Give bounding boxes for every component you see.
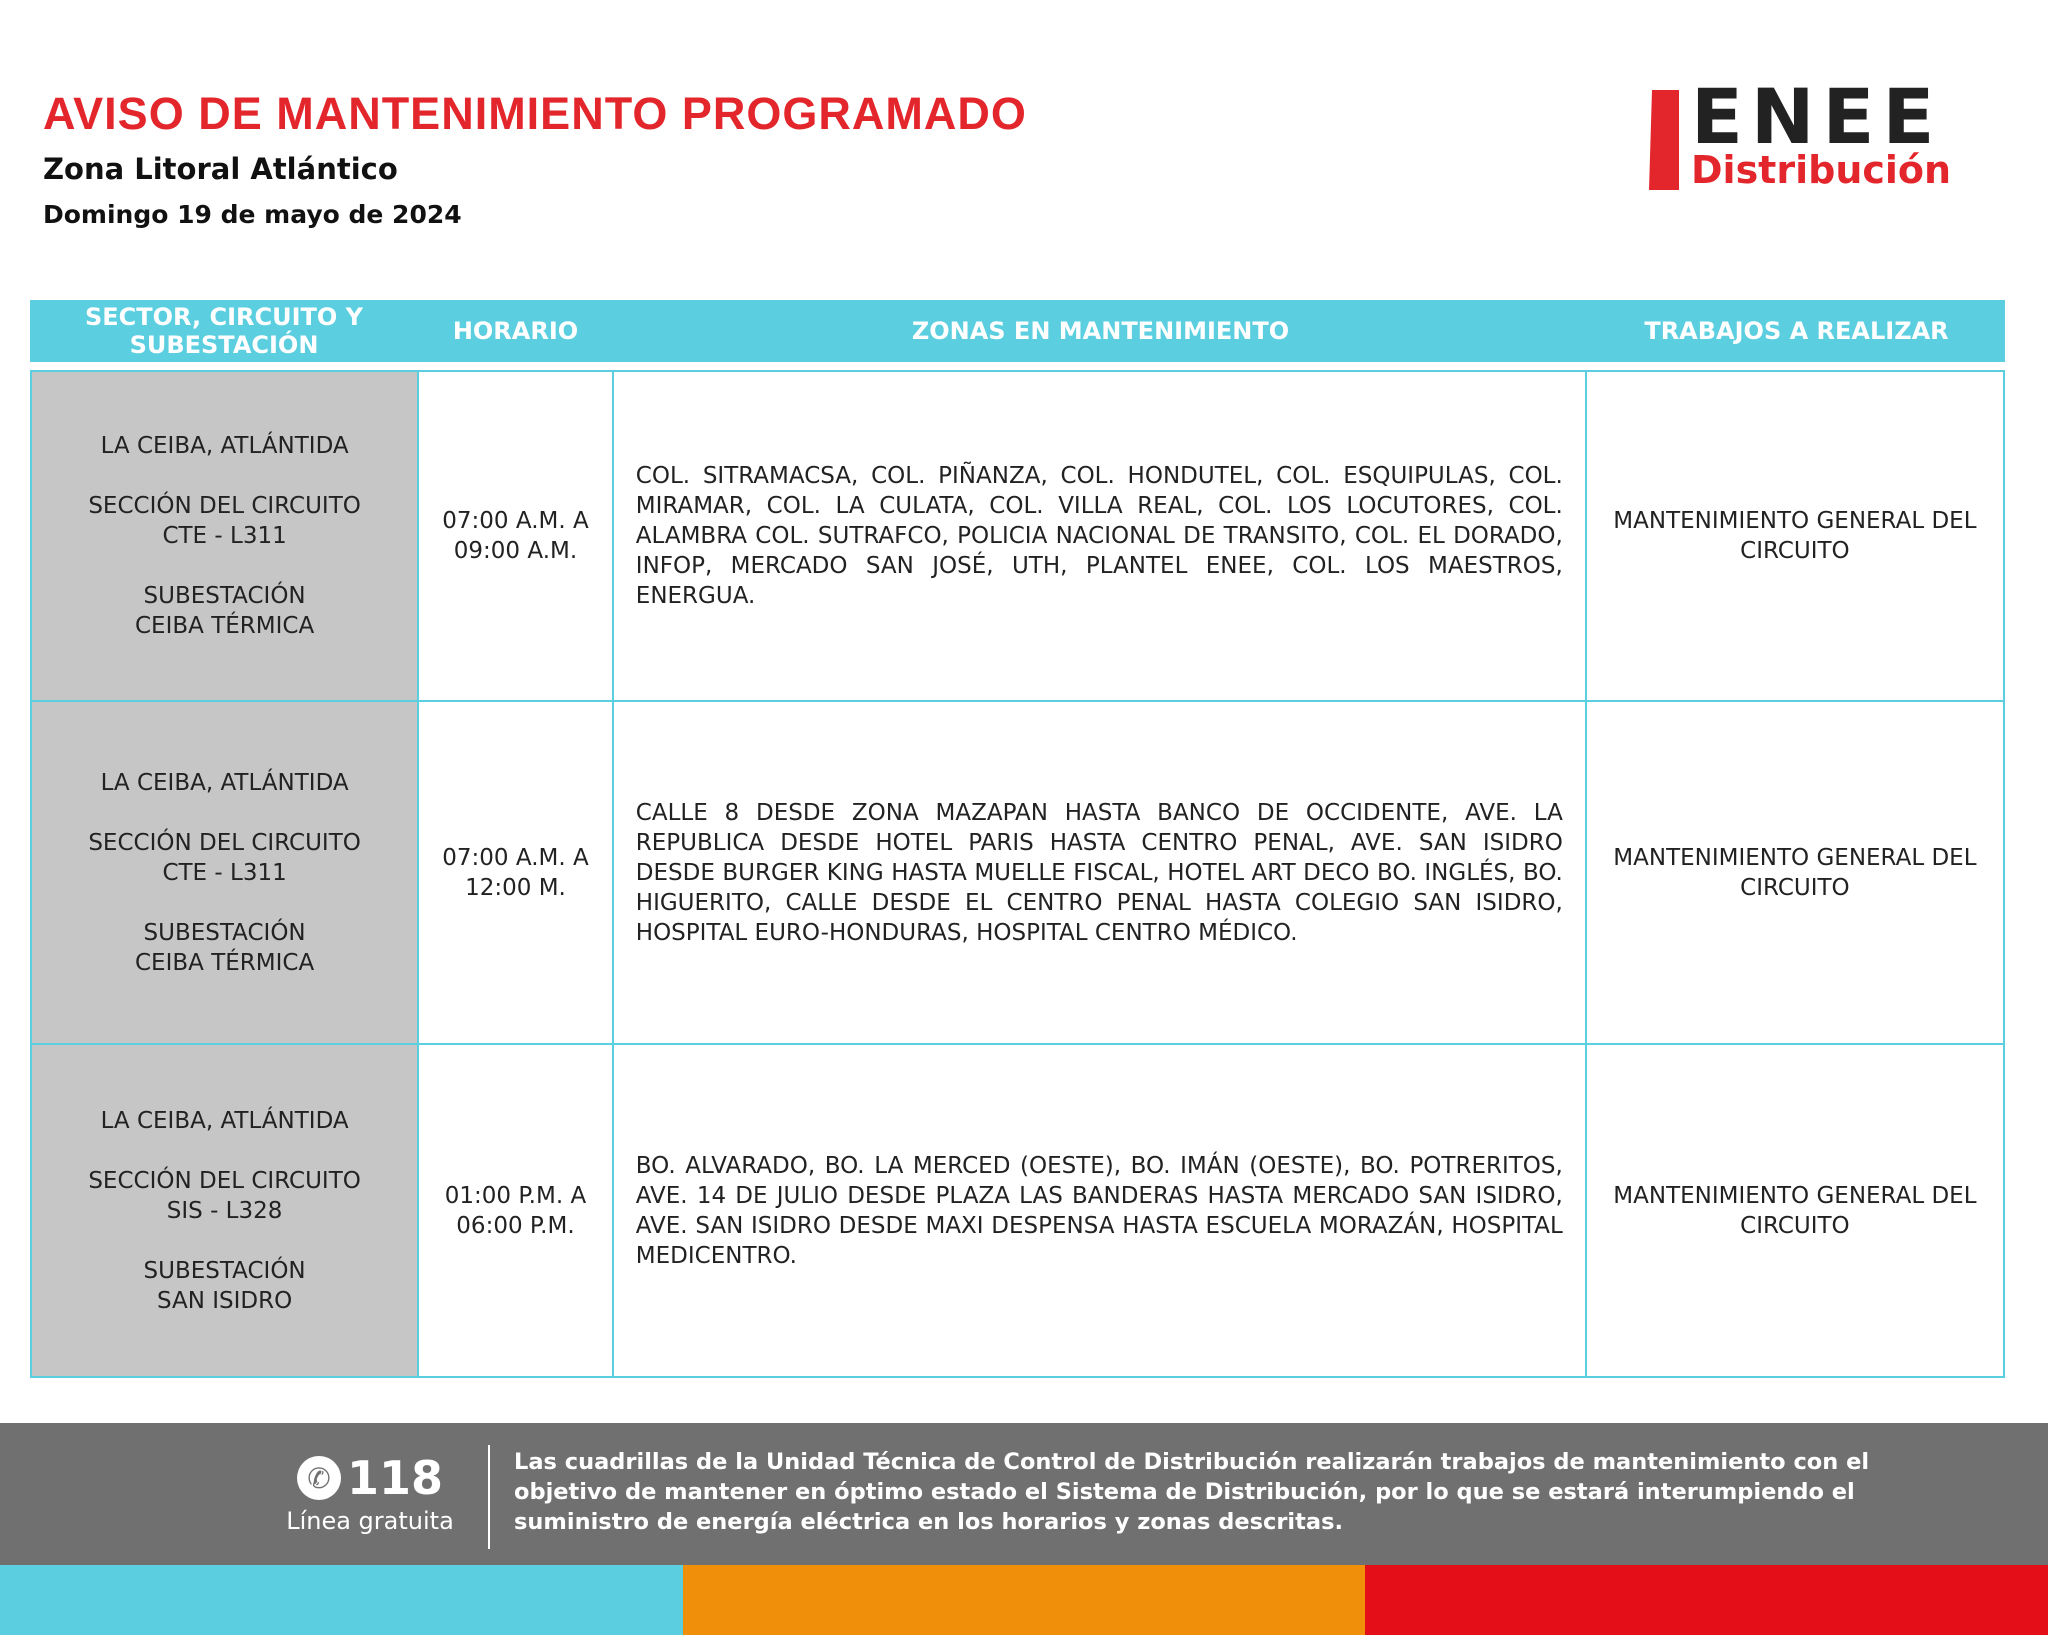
sector: LA CEIBA, ATLÁNTIDA (100, 433, 349, 459)
work: MANTENIMIENTO GENERAL DEL CIRCUITO (1613, 844, 1977, 901)
divider (488, 1445, 490, 1549)
schedule-end: 06:00 P.M. (456, 1212, 575, 1239)
substation: SAN ISIDRO (156, 1287, 293, 1314)
column-header: TRABAJOS A REALIZAR (1644, 317, 1949, 345)
column-header: HORARIO (452, 317, 579, 345)
substation-label: SUBESTACIÓN (143, 1257, 306, 1284)
schedule-cell: 07:00 A.M. A 09:00 A.M. (419, 372, 614, 700)
logo-sub: Distribución (1691, 148, 1952, 192)
enee-logo: ENEE Distribución (1645, 72, 1985, 196)
zones: COL. SITRAMACSA, COL. PIÑANZA, COL. HOND… (635, 463, 1563, 609)
logo-name: ENEE (1691, 72, 1943, 161)
circuit: SIS - L328 (166, 1197, 283, 1224)
color-bars (0, 1565, 2048, 1635)
footer-notice: Las cuadrillas de la Unidad Técnica de C… (514, 1449, 1870, 1535)
table-row: LA CEIBA, ATLÁNTIDA SECCIÓN DEL CIRCUITO… (30, 700, 2005, 1045)
bar-orange (682, 1565, 1366, 1635)
page-title: AVISO DE MANTENIMIENTO PROGRAMADO (43, 88, 1027, 139)
sector-cell: LA CEIBA, ATLÁNTIDA SECCIÓN DEL CIRCUITO… (32, 702, 420, 1043)
zone-subtitle: Zona Litoral Atlántico (43, 152, 398, 186)
zones-cell: CALLE 8 DESDE ZONA MAZAPAN HASTA BANCO D… (614, 702, 1587, 1043)
zones: CALLE 8 DESDE ZONA MAZAPAN HASTA BANCO D… (635, 799, 1563, 946)
schedule-end: 09:00 A.M. (453, 538, 578, 564)
phone-number: 118 (346, 1451, 444, 1505)
sector: LA CEIBA, ATLÁNTIDA (100, 1107, 349, 1134)
phone-label: Línea gratuita (286, 1507, 454, 1535)
table-row: LA CEIBA, ATLÁNTIDA SECCIÓN DEL CIRCUITO… (30, 1043, 2005, 1378)
schedule-cell: 01:00 P.M. A 06:00 P.M. (419, 1045, 614, 1376)
schedule-end: 12:00 M. (465, 874, 566, 901)
zones-cell: BO. ALVARADO, BO. LA MERCED (OESTE), BO.… (614, 1045, 1587, 1376)
work: MANTENIMIENTO GENERAL DEL CIRCUITO (1613, 508, 1977, 564)
work-cell: MANTENIMIENTO GENERAL DEL CIRCUITO (1587, 372, 2003, 700)
schedule-cell: 07:00 A.M. A 12:00 M. (419, 702, 614, 1043)
zones-cell: COL. SITRAMACSA, COL. PIÑANZA, COL. HOND… (614, 372, 1587, 700)
column-header: SECTOR, CIRCUITO Y SUBESTACIÓN (84, 303, 364, 359)
date-label: Domingo 19 de mayo de 2024 (43, 200, 462, 229)
logo-tower-icon (1649, 90, 1679, 190)
schedule-start: 07:00 A.M. A (442, 844, 589, 871)
circuit: CTE - L311 (162, 523, 287, 549)
sector-cell: LA CEIBA, ATLÁNTIDA SECCIÓN DEL CIRCUITO… (32, 1045, 420, 1376)
work: MANTENIMIENTO GENERAL DEL CIRCUITO (1613, 1182, 1977, 1239)
circuit-label: SECCIÓN DEL CIRCUITO (88, 1167, 361, 1194)
phone-icon: ✆ (296, 1456, 341, 1500)
table-header: SECTOR, CIRCUITO Y SUBESTACIÓN HORARIO Z… (30, 300, 2005, 362)
sector-cell: LA CEIBA, ATLÁNTIDA SECCIÓN DEL CIRCUITO… (32, 372, 420, 700)
substation: CEIBA TÉRMICA (135, 613, 315, 639)
sector: LA CEIBA, ATLÁNTIDA (100, 769, 349, 796)
table-row: LA CEIBA, ATLÁNTIDA SECCIÓN DEL CIRCUITO… (30, 370, 2005, 702)
footer: ✆ 118 Línea gratuita Las cuadrillas de la… (0, 1423, 2048, 1565)
circuit: CTE - L311 (162, 859, 287, 886)
zones: BO. ALVARADO, BO. LA MERCED (OESTE), BO.… (635, 1152, 1563, 1269)
work-cell: MANTENIMIENTO GENERAL DEL CIRCUITO (1587, 1045, 2003, 1376)
substation-label: SUBESTACIÓN (143, 583, 306, 609)
circuit-label: SECCIÓN DEL CIRCUITO (88, 493, 361, 519)
substation: CEIBA TÉRMICA (135, 949, 315, 976)
hotline: ✆ 118 Línea gratuita (270, 1451, 470, 1535)
circuit-label: SECCIÓN DEL CIRCUITO (88, 829, 361, 856)
bar-red (1365, 1565, 2048, 1635)
bar-cyan (0, 1565, 683, 1635)
schedule-start: 01:00 P.M. A (444, 1182, 587, 1209)
column-header: ZONAS EN MANTENIMIENTO (911, 317, 1290, 345)
substation-label: SUBESTACIÓN (143, 919, 306, 946)
schedule-start: 07:00 A.M. A (442, 508, 589, 534)
work-cell: MANTENIMIENTO GENERAL DEL CIRCUITO (1587, 702, 2003, 1043)
